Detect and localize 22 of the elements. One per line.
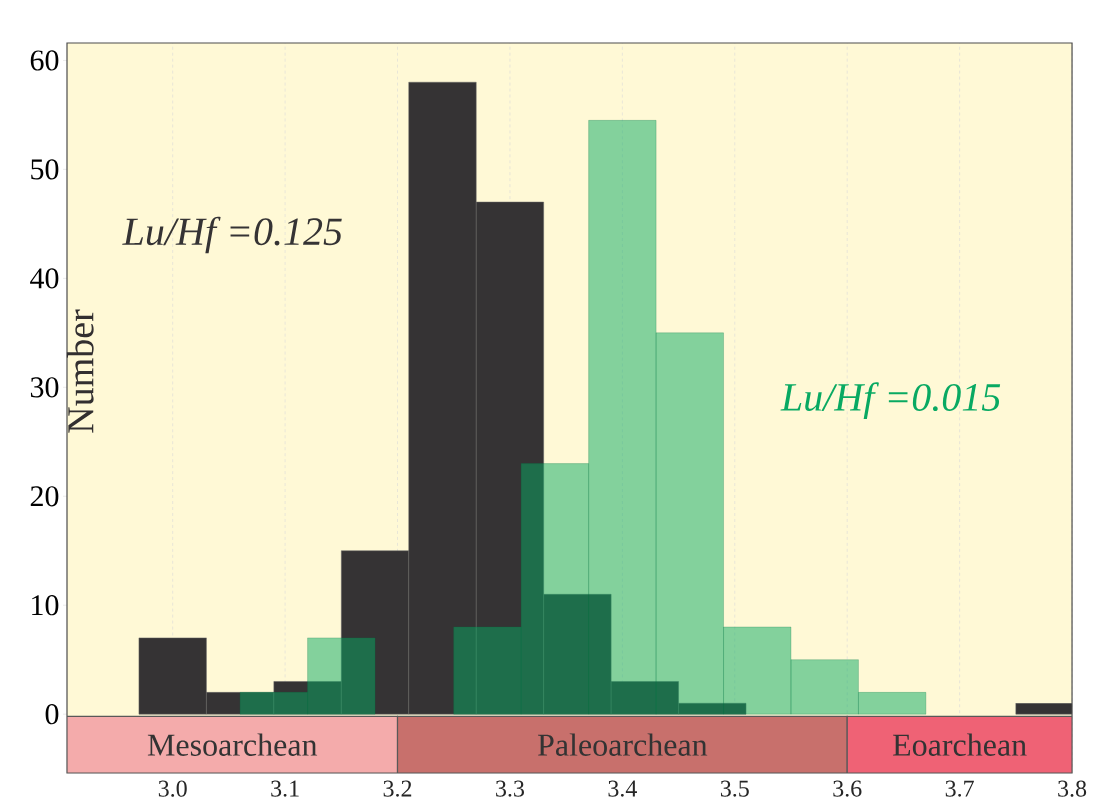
x-tick-label: 3.1 bbox=[271, 780, 299, 797]
y-tick-label: 20 bbox=[30, 486, 59, 507]
y-tick-label: 50 bbox=[31, 159, 59, 180]
x-tick-label: 3.0 bbox=[158, 780, 187, 797]
x-tick-label: 3.2 bbox=[383, 780, 412, 797]
series-label: Lu/Hf =0.015 bbox=[780, 382, 1001, 420]
x-tick-label: 3.5 bbox=[720, 780, 749, 797]
y-tick-label: 60 bbox=[30, 50, 59, 71]
x-tick-label: 3.3 bbox=[496, 780, 524, 797]
y-tick-label: 40 bbox=[30, 268, 59, 289]
y-tick-label: 10 bbox=[32, 595, 59, 616]
band-label: Eoarchean bbox=[893, 733, 1027, 756]
y-tick-label: 0 bbox=[45, 704, 59, 725]
band-label: Mesoarchean bbox=[147, 733, 318, 756]
x-tick-label: 3.8 bbox=[1058, 780, 1087, 797]
series-label: Lu/Hf =0.125 bbox=[122, 216, 342, 254]
band-label: Paleoarchean bbox=[537, 733, 708, 756]
y-tick-label: 30 bbox=[30, 377, 59, 398]
x-tick-label: 3.4 bbox=[608, 780, 637, 797]
x-tick-label: 3.6 bbox=[833, 780, 862, 797]
y-axis-title: Number bbox=[66, 309, 94, 433]
x-tick-label: 3.7 bbox=[945, 780, 974, 797]
